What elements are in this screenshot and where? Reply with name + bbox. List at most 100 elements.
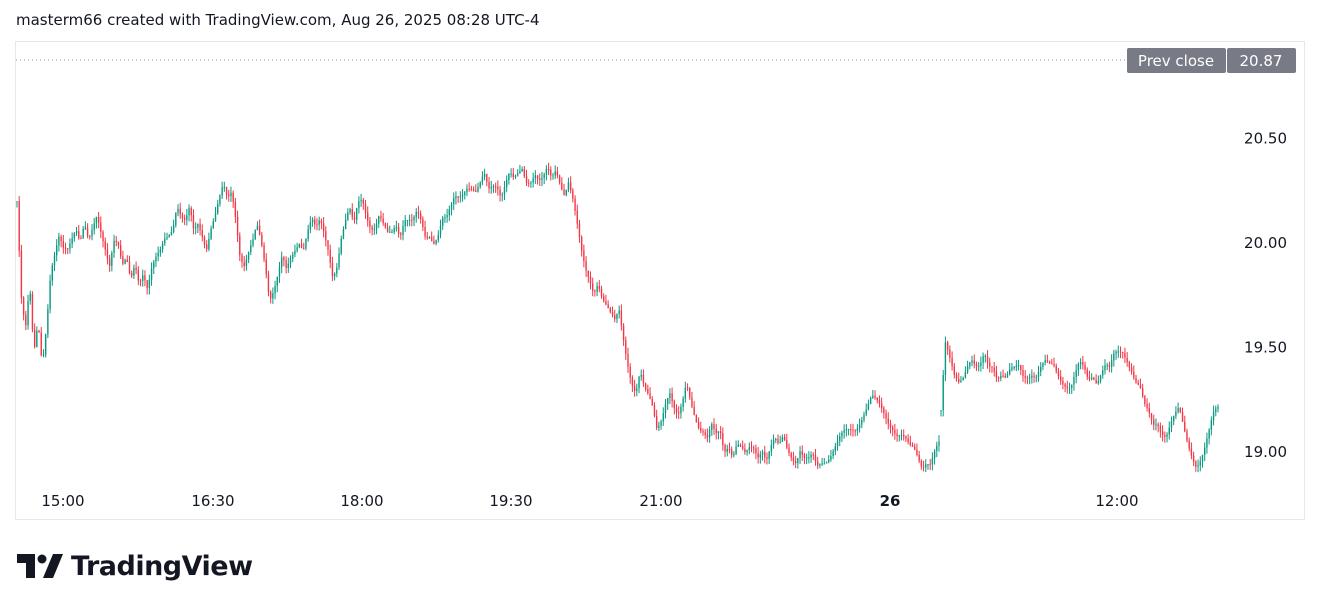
candle-body <box>510 173 512 175</box>
prev-close-badge: Prev close 20.87 <box>1127 48 1296 73</box>
candle-body <box>955 374 958 379</box>
candle-body <box>845 429 848 431</box>
candle-body <box>1126 357 1128 363</box>
candle-body <box>891 427 894 431</box>
candle-body <box>150 268 153 280</box>
candle-body <box>539 178 541 180</box>
candle-body <box>786 440 788 448</box>
candle-body <box>995 371 998 378</box>
candle-body <box>435 240 437 244</box>
x-tick-label: 12:00 <box>1095 492 1138 510</box>
candle-body <box>155 256 157 262</box>
candle-body <box>1204 447 1206 455</box>
candle-body <box>333 273 336 277</box>
candle-body <box>318 220 320 225</box>
candle-body <box>208 238 210 250</box>
candle-body <box>900 434 903 436</box>
candle-body <box>836 440 839 447</box>
candle-body <box>1186 431 1188 441</box>
candle-body <box>920 460 923 467</box>
candle-body <box>91 229 93 237</box>
candle-body <box>986 356 989 363</box>
candle-body <box>148 279 151 289</box>
candle-body <box>1110 360 1113 367</box>
candle-body <box>338 253 340 268</box>
candle-body <box>552 175 554 177</box>
candle-body <box>856 428 859 431</box>
candle-body <box>305 238 307 249</box>
candle-body <box>823 463 826 465</box>
candle-body <box>629 366 631 378</box>
candle-body <box>1048 361 1051 364</box>
candle-body <box>285 260 287 268</box>
candle-body <box>675 408 678 413</box>
candle-body <box>1095 379 1097 384</box>
candle-body <box>483 174 486 177</box>
candle-body <box>1135 377 1137 383</box>
candle-body <box>872 395 874 398</box>
candle-body <box>360 199 362 202</box>
candle-body <box>850 429 852 431</box>
candle-body <box>329 249 331 263</box>
candle-body <box>764 451 766 458</box>
candle-body <box>426 236 428 238</box>
candle-body <box>717 431 720 434</box>
candle-body <box>521 169 523 172</box>
candle-body <box>442 218 444 226</box>
candle-body <box>737 444 739 447</box>
candle-body <box>578 223 581 238</box>
candle-body <box>733 453 735 456</box>
candle-body <box>457 196 459 198</box>
candle-body <box>84 227 87 229</box>
candle-body <box>194 227 197 229</box>
candle-body <box>1192 455 1195 462</box>
candle-body <box>748 447 751 450</box>
candle-body <box>655 416 658 428</box>
candle-body <box>1159 426 1162 432</box>
candle-body <box>1137 382 1139 385</box>
candle-body <box>1011 367 1013 370</box>
candle-body <box>640 375 642 377</box>
candle-body <box>446 215 448 218</box>
candle-body <box>722 433 724 445</box>
candle-body <box>783 437 786 441</box>
candle-body <box>638 376 640 389</box>
candle-body <box>768 451 770 459</box>
candle-body <box>424 227 426 237</box>
candle-body <box>358 201 360 209</box>
candle-body <box>1197 465 1199 467</box>
candle-body <box>501 194 503 196</box>
candle-body <box>1057 371 1060 377</box>
candle-body <box>761 451 764 455</box>
candle-body <box>408 219 411 221</box>
candle-body <box>704 432 706 435</box>
candle-body <box>759 454 762 458</box>
candle-body <box>874 395 876 398</box>
candle-body <box>1146 404 1148 409</box>
candle-body <box>666 397 669 405</box>
candle-body <box>649 393 651 399</box>
candle-body <box>1059 376 1062 381</box>
candle-body <box>263 245 265 260</box>
candle-body <box>122 256 124 264</box>
candle-body <box>56 245 58 256</box>
y-tick-label: 19.00 <box>1244 443 1287 461</box>
candle-body <box>236 216 239 236</box>
candle-body <box>373 229 376 231</box>
candle-body <box>278 267 281 277</box>
candle-body <box>78 231 80 239</box>
candle-body <box>22 297 25 315</box>
candle-body <box>309 222 312 230</box>
candle-body <box>1071 384 1073 388</box>
candle-body <box>1210 420 1213 430</box>
candle-body <box>245 259 248 267</box>
candle-body <box>909 441 912 445</box>
candle-body <box>298 244 301 248</box>
candle-body <box>580 237 583 251</box>
candle-body <box>664 404 667 414</box>
candle-body <box>272 293 274 299</box>
candle-body <box>508 173 510 181</box>
candle-body <box>1024 376 1026 378</box>
candle-body <box>470 188 473 190</box>
candle-body <box>1170 421 1173 428</box>
